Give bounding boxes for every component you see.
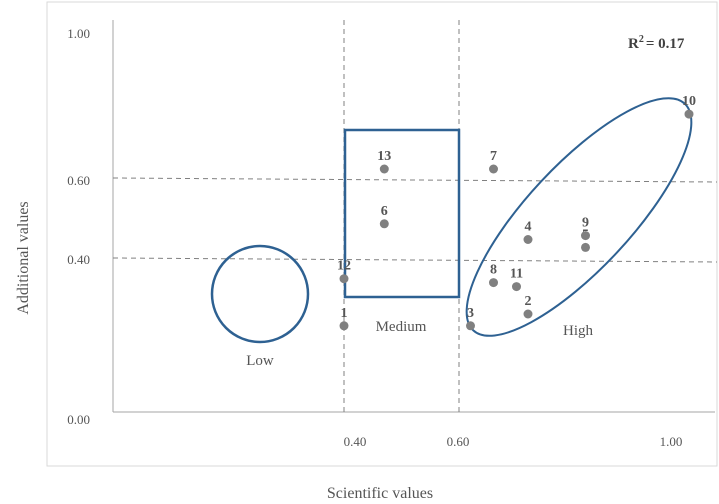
r-squared-exponent: 2 <box>639 34 644 45</box>
data-label-6: 6 <box>381 204 388 219</box>
group-low-outline <box>210 244 310 344</box>
group-high-outline <box>465 97 693 337</box>
x-axis-title: Scientific values <box>327 485 433 502</box>
y-tick-label: 0.60 <box>67 173 90 188</box>
data-label-11: 11 <box>510 267 523 282</box>
x-tick-label: 1.00 <box>660 434 683 449</box>
group-label-low: Low <box>246 353 274 369</box>
group-label-high: High <box>563 323 594 339</box>
y-tick-label: 0.00 <box>67 412 90 427</box>
r-squared-value: = 0.17 <box>646 36 685 52</box>
data-point-10 <box>684 109 694 119</box>
chart-frame <box>46 1 718 467</box>
data-point-8 <box>489 278 498 288</box>
data-label-1: 1 <box>341 306 348 321</box>
data-point-2 <box>523 309 533 319</box>
data-point-4 <box>523 235 533 244</box>
y-axis-title: Additional values <box>15 201 32 314</box>
data-label-4: 4 <box>525 220 532 235</box>
r-squared-annotation: R2 = 0.17 <box>628 34 685 52</box>
data-label-10: 10 <box>682 94 696 109</box>
x-tick-label: 0.40 <box>344 434 367 449</box>
data-point-13 <box>379 164 389 174</box>
data-label-2: 2 <box>525 294 532 309</box>
data-point-6 <box>379 219 389 229</box>
data-label-8: 8 <box>490 263 497 278</box>
group-medium-outline <box>343 128 461 299</box>
data-point-1 <box>339 321 349 331</box>
y-tick-label: 1.00 <box>67 26 90 41</box>
data-point-11 <box>512 282 521 292</box>
data-label-3: 3 <box>467 306 474 321</box>
data-point-9 <box>581 231 590 241</box>
y-tick-label: 0.40 <box>67 252 90 267</box>
r-squared-symbol: R <box>628 36 639 52</box>
ref-line-y-060 <box>112 177 718 183</box>
points-layer: 12345678910111213 <box>337 94 696 331</box>
data-label-13: 13 <box>377 149 391 164</box>
data-point-3 <box>466 321 475 331</box>
x-tick-label: 0.60 <box>447 434 470 449</box>
data-label-12: 12 <box>337 259 351 274</box>
data-label-9: 9 <box>582 216 589 231</box>
data-point-12 <box>339 274 349 284</box>
data-point-5 <box>581 242 590 252</box>
data-point-7 <box>489 164 498 174</box>
group-label-medium: Medium <box>376 319 427 335</box>
ref-line-y-040 <box>112 257 718 263</box>
data-label-7: 7 <box>490 149 497 164</box>
